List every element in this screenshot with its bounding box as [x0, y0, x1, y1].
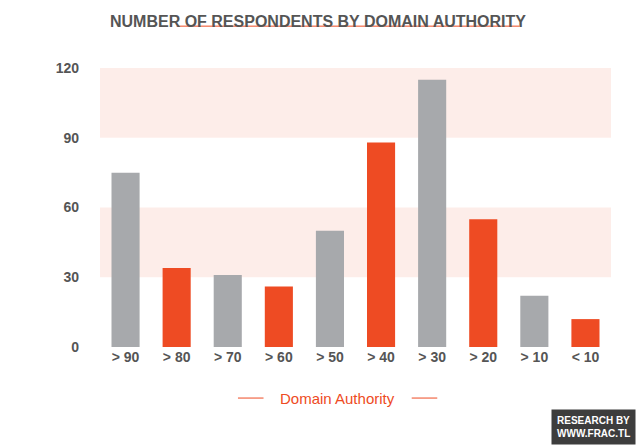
svg-text:> 10: > 10	[521, 349, 549, 365]
svg-text:> 20: > 20	[469, 349, 497, 365]
svg-text:Domain Authority: Domain Authority	[280, 390, 395, 407]
svg-text:> 90: > 90	[112, 349, 140, 365]
svg-text:> 60: > 60	[265, 349, 293, 365]
svg-text:> 40: > 40	[367, 349, 395, 365]
svg-text:> 80: > 80	[163, 349, 191, 365]
svg-text:> 70: > 70	[214, 349, 242, 365]
svg-text:> 30: > 30	[418, 349, 446, 365]
svg-text:0: 0	[71, 339, 79, 355]
svg-text:60: 60	[63, 199, 79, 215]
svg-text:RESEARCH BYWWW.FRAC.TL: RESEARCH BYWWW.FRAC.TL	[557, 415, 630, 439]
svg-text:120: 120	[56, 60, 80, 76]
svg-text:90: 90	[63, 130, 79, 146]
svg-text:> 50: > 50	[316, 349, 344, 365]
svg-text:NUMBER OF RESPONDENTS BY DOMAI: NUMBER OF RESPONDENTS BY DOMAIN AUTHORIT…	[110, 13, 526, 30]
svg-text:30: 30	[63, 269, 79, 285]
svg-text:< 10: < 10	[572, 349, 600, 365]
